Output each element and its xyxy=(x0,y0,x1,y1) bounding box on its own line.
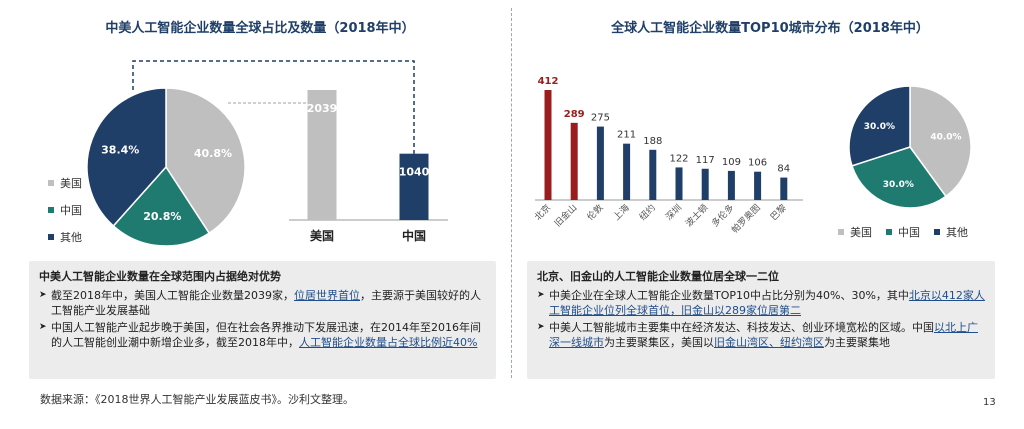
pie-slice xyxy=(848,85,911,167)
bar-category-label: 伦敦 xyxy=(584,202,605,223)
bar-category-label: 帕罗奥图 xyxy=(729,202,763,236)
bullet-arrow-icon: ➤ xyxy=(537,322,545,332)
bar-category-label: 北京 xyxy=(532,202,553,223)
bar xyxy=(570,122,578,200)
legend-item-us: 美国 xyxy=(48,169,82,196)
bullet-text: 截至2018年中，美国人工智能企业数量2039家， xyxy=(51,289,294,302)
bar-value-label: 117 xyxy=(696,155,715,166)
bullet-highlight: 以北上广深一线城市 xyxy=(549,321,978,349)
legend-swatch xyxy=(838,229,844,235)
pie-slice-label: 38.4% xyxy=(101,144,139,157)
bar xyxy=(399,153,429,220)
summary-bullet: ➤ 截至2018年中，美国人工智能企业数量2039家，位居世界首位，主要源于美国… xyxy=(29,288,496,320)
legend-swatch xyxy=(48,179,54,186)
bar-category-label: 巴黎 xyxy=(768,202,789,223)
bar xyxy=(780,177,788,200)
bullet-highlight: 旧金山湾区、纽约湾区 xyxy=(714,336,824,349)
right-chart-title: 全球人工智能企业数量TOP10城市分布（2018年中） xyxy=(611,21,929,36)
bar xyxy=(596,126,604,200)
pie-slice-label: 40.0% xyxy=(930,132,961,142)
pie-slice xyxy=(851,146,947,209)
bar xyxy=(727,170,735,200)
pie-slice-label: 30.0% xyxy=(883,180,914,190)
legend-label: 中国 xyxy=(60,203,82,217)
bar-value-label: 188 xyxy=(643,136,662,147)
bullet-highlight: 北京以412家人工智能企业位列全球首位，旧金山以289家位居第二 xyxy=(549,289,985,317)
summary-bullet: ➤ 中国人工智能产业起步晚于美国，但在社会各界推动下发展迅速，在2014年至20… xyxy=(29,320,496,352)
bar-value-label: 211 xyxy=(617,130,636,141)
legend-label: 其他 xyxy=(60,230,82,244)
bar-category-label: 纽约 xyxy=(637,202,658,223)
left-bar-chart: 2039 美国 1040 中国 xyxy=(132,60,448,243)
right-pie-chart: 40.0% 30.0% 30.0% xyxy=(848,85,972,209)
legend-item-other: 其他 xyxy=(48,223,82,250)
legend-label: 美国 xyxy=(60,176,82,190)
bar-value-label: 2039 xyxy=(307,102,338,115)
bar-value-label: 122 xyxy=(669,153,688,164)
bullet-text: 中美人工智能城市主要集中在经济发达、科技发达、创业环境宽松的区域。中国 xyxy=(549,321,934,334)
right-legend: 美国 中国 其他 xyxy=(838,224,968,240)
legend-swatch xyxy=(934,229,940,235)
legend-label: 其他 xyxy=(946,226,968,239)
summary-bullet: ➤ 中美企业在全球人工智能企业数量TOP10中占比分别为40%、30%，其中北京… xyxy=(527,288,995,320)
bar xyxy=(623,143,631,200)
bullet-arrow-icon: ➤ xyxy=(39,322,47,332)
bar xyxy=(701,168,709,200)
right-summary-box: 北京、旧金山的人工智能企业数量位居全球一二位 ➤ 中美企业在全球人工智能企业数量… xyxy=(527,261,995,379)
pie-slice-label: 30.0% xyxy=(864,122,895,132)
bar-value-label: 412 xyxy=(538,76,559,87)
bar xyxy=(307,90,337,220)
bullet-arrow-icon: ➤ xyxy=(39,290,47,300)
bullet-arrow-icon: ➤ xyxy=(537,290,545,300)
bar xyxy=(649,149,657,200)
bar-category-label: 上海 xyxy=(610,202,631,223)
bar xyxy=(675,167,683,200)
pie-slice-label: 20.8% xyxy=(143,210,181,223)
bar-value-label: 275 xyxy=(591,113,610,124)
legend-label: 美国 xyxy=(850,226,872,239)
bullet-text: ，主要源于美国较好的人工智能产业发展基础 xyxy=(51,289,481,317)
bar-value-label: 289 xyxy=(564,109,585,120)
bullet-highlight: 人工智能企业数量占全球比例近40% xyxy=(299,336,478,349)
summary-bullet: ➤ 中美人工智能城市主要集中在经济发达、科技发达、创业环境宽松的区域。中国以北上… xyxy=(527,320,995,352)
bullet-text: 为主要聚集地 xyxy=(824,336,890,349)
connector-line-china xyxy=(132,60,415,154)
bar-value-label: 1040 xyxy=(399,166,430,179)
legend-swatch xyxy=(886,229,892,235)
left-pie-chart: 40.8% 20.8% 38.4% xyxy=(86,87,246,247)
pie-slice xyxy=(86,87,167,227)
legend-item-other: 其他 xyxy=(934,224,968,240)
pie-slice xyxy=(909,85,972,198)
right-summary-heading: 北京、旧金山的人工智能企业数量位居全球一二位 xyxy=(537,270,779,283)
left-chart-title: 中美人工智能企业数量全球占比及数量（2018年中） xyxy=(105,21,415,36)
legend-item-china: 中国 xyxy=(48,196,82,223)
pie-slice xyxy=(112,165,211,247)
left-summary-heading: 中美人工智能企业数量在全球范围内占据绝对优势 xyxy=(39,270,281,283)
legend-item-us: 美国 xyxy=(838,224,872,240)
left-legend: 美国 中国 其他 xyxy=(48,169,82,250)
bullet-text: 中美企业在全球人工智能企业数量TOP10中占比分别为40%、30%，其中 xyxy=(549,289,909,302)
legend-swatch xyxy=(48,206,54,213)
pie-slice-label: 40.8% xyxy=(194,147,232,160)
bullet-highlight: 位居世界首位 xyxy=(294,289,360,302)
bullet-text: 为主要聚集区，美国以 xyxy=(604,336,714,349)
legend-swatch xyxy=(48,233,54,240)
bar-value-label: 109 xyxy=(722,157,741,168)
bar-category-label: 旧金山 xyxy=(552,202,580,230)
page-number: 13 xyxy=(983,397,996,408)
bar xyxy=(544,90,552,200)
bar-value-label: 106 xyxy=(748,158,767,169)
bar-category-label: 中国 xyxy=(402,228,426,243)
legend-item-china: 中国 xyxy=(886,224,920,240)
bar xyxy=(754,171,762,200)
source-note: 数据来源：《2018世界人工智能产业发展蓝皮书》。沙利文整理。 xyxy=(40,393,354,406)
bar-category-label: 美国 xyxy=(310,228,334,243)
bullet-text: 中国人工智能产业起步晚于美国，但在社会各界推动下发展迅速，在2014年至2016… xyxy=(51,321,481,349)
bar-value-label: 84 xyxy=(777,164,790,175)
left-summary-box: 中美人工智能企业数量在全球范围内占据绝对优势 ➤ 截至2018年中，美国人工智能… xyxy=(29,261,496,379)
bar-category-label: 波士顿 xyxy=(683,202,711,230)
legend-label: 中国 xyxy=(898,226,920,239)
center-divider xyxy=(511,8,512,378)
bar-category-label: 深圳 xyxy=(664,202,685,223)
